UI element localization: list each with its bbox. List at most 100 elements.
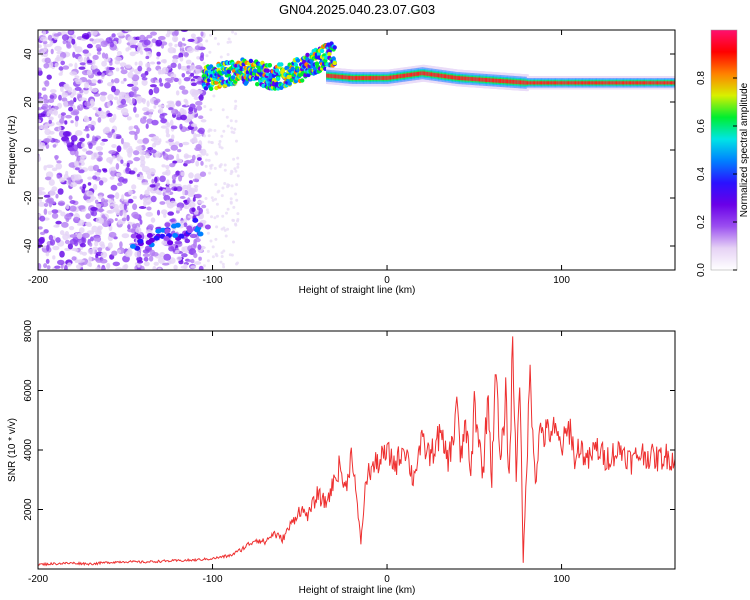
spectrogram-cell [134, 133, 138, 141]
spectrogram-cell [204, 224, 211, 230]
spectrogram-heatmap [38, 30, 675, 270]
spectrogram-cell [120, 137, 124, 145]
spectrogram-cell [148, 255, 154, 262]
spectrogram-cell [221, 108, 225, 112]
spectrogram-cell [235, 198, 239, 202]
spectrogram-cell [190, 265, 197, 269]
spectrogram-cell [158, 77, 162, 83]
spectrogram-cell [157, 191, 162, 196]
spectrogram-cell [153, 105, 157, 109]
spectrogram-cell [38, 236, 45, 244]
spectrogram-cell [227, 37, 231, 41]
spectrogram-cell [122, 265, 128, 270]
spectrogram-cell [206, 259, 210, 263]
spectrogram-cell [38, 67, 42, 72]
spectrogram-cell [215, 202, 219, 206]
spectrogram-cell [87, 124, 93, 128]
spectrogram-cell [209, 166, 213, 170]
spectrogram-cell [136, 139, 144, 144]
spectrogram-cell [178, 52, 184, 59]
spectrogram-cell [208, 50, 212, 54]
spectrogram-cell [138, 60, 143, 67]
spectrogram-cell [136, 45, 143, 53]
spectrogram-cell [168, 42, 173, 47]
spectrogram-cell [226, 69, 232, 74]
spectrogram-cell [64, 239, 70, 245]
spectrogram-cell [128, 145, 133, 153]
spectrogram-cell [44, 80, 50, 87]
spectrogram-cell [236, 212, 240, 216]
spectrogram-cell [184, 238, 191, 244]
spectrogram-cell [158, 108, 164, 115]
spectrogram-cell [188, 110, 193, 115]
spectrogram-cell [98, 195, 103, 200]
spectrogram-cell [107, 209, 112, 214]
spectrogram-cell [117, 249, 122, 254]
spectrogram-cell [40, 125, 49, 130]
spectrogram-cell [140, 159, 146, 166]
spectrogram-cell [190, 258, 195, 264]
spectrogram-cell [101, 138, 108, 142]
spectrogram-cell [134, 251, 141, 258]
spectrogram-cell [98, 180, 104, 186]
spectrogram-cell [193, 184, 199, 188]
spectrogram-cell [54, 155, 59, 161]
spectrogram-cell [131, 74, 140, 82]
spectrogram-cell [110, 169, 118, 177]
spectrogram-cell [82, 232, 90, 239]
spectrogram-cell [38, 226, 43, 230]
spectrogram-cell [127, 228, 135, 233]
spectrogram-cell [92, 135, 96, 142]
spectrogram-cell [76, 232, 83, 240]
spectrogram-cell [133, 82, 139, 86]
spectrogram-cell [188, 180, 193, 184]
spectrogram-cell [146, 34, 153, 39]
spectrogram-cell [159, 113, 165, 120]
spectrogram-cell [38, 44, 42, 49]
spectrogram-cell [65, 170, 69, 177]
spectrogram-cell [79, 178, 84, 183]
spectrogram-cell [77, 105, 81, 111]
spectrogram-cell [56, 174, 61, 179]
spectrogram-cell [209, 108, 213, 112]
spectrogram-cell [59, 230, 65, 236]
spectrogram-cell [206, 231, 210, 235]
spectrogram-cell [130, 243, 136, 249]
spectrogram-cell [139, 194, 144, 200]
spectrogram-cell [75, 167, 80, 171]
spectrogram-cell [111, 85, 116, 93]
snr-ticks: -200 -100 0 100 2000 4000 6000 8000 [23, 319, 675, 585]
spectrogram-cell [136, 267, 141, 270]
spectrogram-cell [46, 197, 54, 203]
spectrogram-cell [135, 113, 140, 118]
spectrogram-cell [132, 195, 137, 200]
spectrogram-cell [110, 166, 116, 172]
spectrogram-cell [198, 115, 204, 119]
spectrogram-cell [83, 128, 90, 132]
spectrogram-cell [151, 119, 159, 126]
spectrogram-cell [193, 252, 198, 259]
spectrogram-cell [222, 226, 226, 230]
spectrogram-cell [45, 171, 54, 179]
spectrogram-cell [197, 231, 204, 237]
spectrogram-cell [148, 168, 156, 175]
spectrogram-cell [43, 263, 48, 269]
spectrogram-cell [98, 207, 104, 213]
spectrogram-cell [180, 171, 185, 176]
spectrogram-ytick-label: 40 [23, 48, 34, 60]
spectrogram-cell [187, 184, 192, 188]
spectrogram-cell [125, 47, 130, 52]
spectrogram-cell [171, 174, 177, 181]
spectrogram-cell [200, 31, 204, 37]
spectrogram-cell [109, 41, 115, 48]
spectrogram-cell [160, 118, 168, 124]
snr-frame [37, 330, 676, 570]
spectrogram-cell [100, 267, 106, 270]
spectrogram-cell [194, 173, 202, 180]
spectrogram-cell [120, 98, 127, 105]
spectrogram-cell [170, 76, 175, 81]
spectrogram-cell [166, 100, 175, 105]
spectrogram-cell [327, 51, 332, 57]
spectrogram-cell [211, 198, 215, 202]
